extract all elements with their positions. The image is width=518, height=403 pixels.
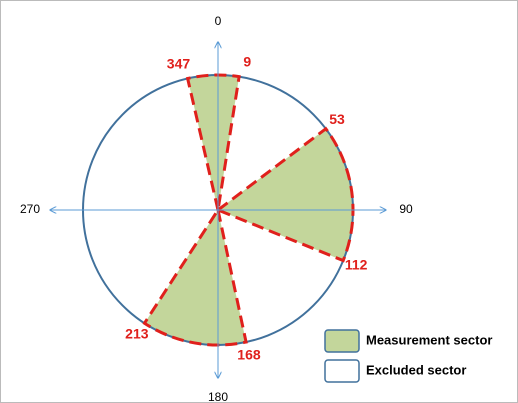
measurement-sector (218, 128, 354, 261)
sector-outline (142, 206, 248, 347)
legend-label: Excluded sector (366, 362, 466, 377)
axis-label: 270 (20, 202, 40, 216)
sector-outline (185, 73, 241, 211)
sector-label: 9 (243, 54, 251, 70)
axis-label: 180 (208, 390, 228, 403)
measurement-sector (187, 74, 240, 210)
sector-label: 53 (329, 111, 345, 127)
measurement-sector (144, 210, 247, 345)
axis-label: 0 (215, 14, 222, 28)
sector-label: 112 (345, 257, 368, 273)
legend-swatch (324, 329, 360, 353)
sector-label: 347 (167, 56, 191, 72)
sector-label: 168 (237, 346, 261, 362)
legend-swatch (324, 359, 360, 383)
sector-label: 213 (125, 326, 149, 342)
sector-outline (214, 126, 355, 263)
axis-label: 90 (399, 202, 413, 216)
legend-label: Measurement sector (366, 332, 492, 347)
